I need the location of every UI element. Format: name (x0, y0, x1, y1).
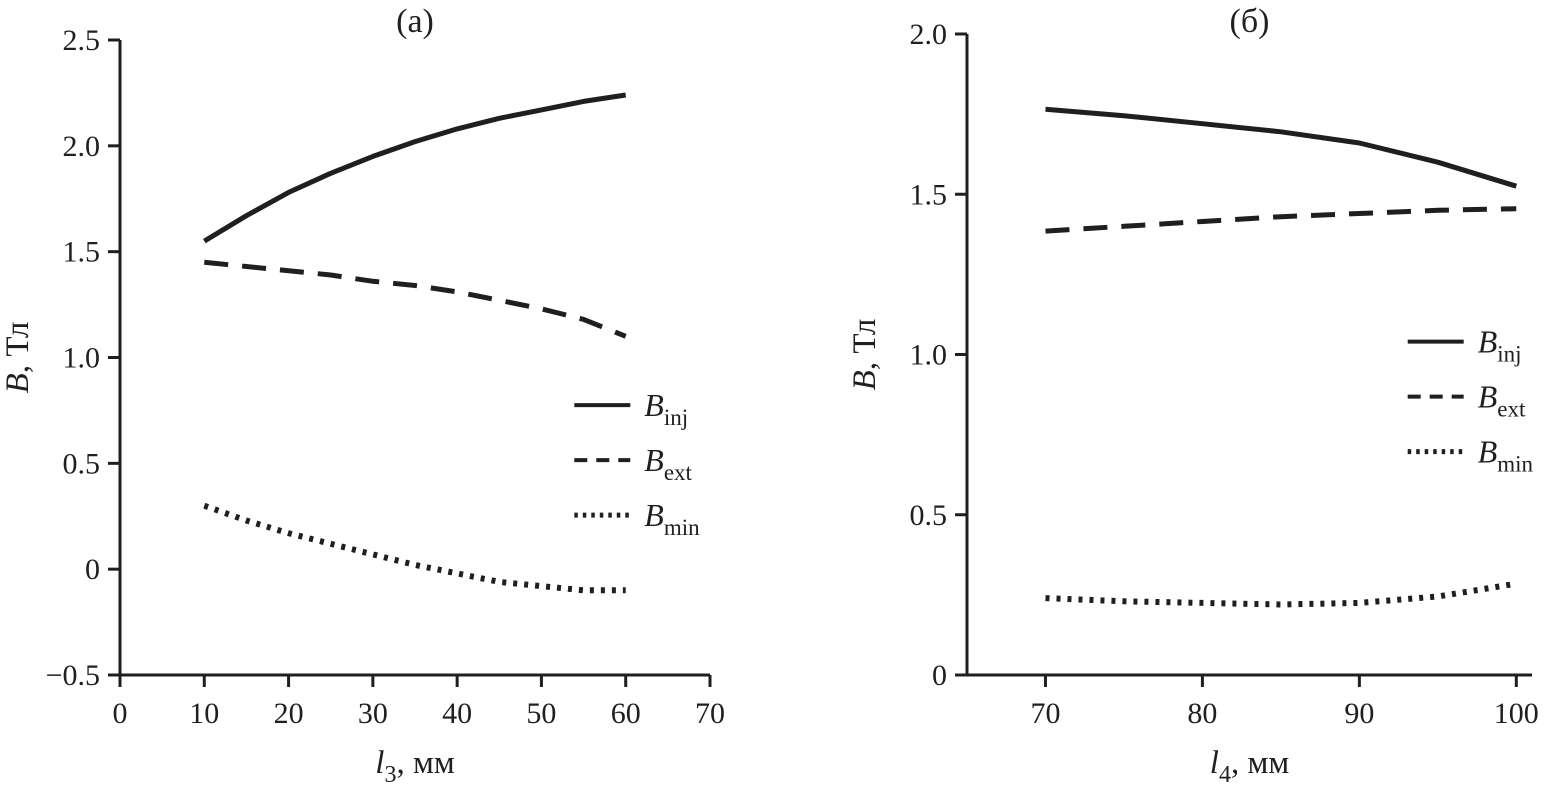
chart-svg: 0 10 20 30 40 50 60 70 −0.5 0 0.5 1.0 1.5 2.0 2.5 (а) l3… (0, 3, 725, 788)
x-axis-label: l4, мм (1210, 745, 1290, 788)
y-tick-label: 2.0 (910, 18, 948, 51)
chart-panel-a: 0 10 20 30 40 50 60 70 −0.5 0 0.5 1.0 1.5 2.0 2.5 (а) l3… (0, 0, 782, 788)
x-tick-label: 20 (274, 697, 304, 730)
y-axis-label: B, Тл (0, 322, 36, 394)
y-tick-label: 1.0 (63, 342, 101, 375)
panel-title: (а) (396, 3, 434, 40)
x-tick-label: 100 (1494, 697, 1539, 730)
legend-label-B_ext: Bext (644, 442, 692, 485)
x-tick-label: 90 (1344, 697, 1374, 730)
series-line-B_ext (1045, 206, 1517, 234)
y-tick-label: 0 (85, 553, 100, 586)
series-line-B_ext (204, 259, 627, 339)
legend-label-B_ext: Bext (1478, 379, 1526, 422)
legend-label-B_inj: Binj (1478, 324, 1522, 367)
series-line-B_min (203, 502, 626, 594)
chart-svg: 70 80 90 100 0 0.5 1.0 1.5 2.0 (б) l4, мм B, Тл Binj… (847, 3, 1539, 788)
y-tick-label: −0.5 (46, 659, 100, 692)
x-tick-label: 80 (1187, 697, 1217, 730)
y-tick-label: 0.5 (63, 447, 101, 480)
x-tick-label: 50 (526, 697, 556, 730)
y-tick-label: 2.5 (63, 24, 101, 57)
x-tick-label: 10 (189, 697, 219, 730)
y-tick-label: 1.5 (910, 178, 948, 211)
chart-panel-b: 70 80 90 100 0 0.5 1.0 1.5 2.0 (б) l4, мм B, Тл Binj… (782, 0, 1565, 788)
series-line-B_inj (1045, 106, 1518, 189)
legend: Binj Bext Bmin (1407, 324, 1534, 477)
axes-spines (118, 40, 710, 677)
panel-title: (б) (1230, 3, 1270, 40)
x-tick-label: 40 (442, 697, 472, 730)
x-tick-label: 60 (611, 697, 641, 730)
x-tick-label: 70 (1030, 697, 1060, 730)
x-tick-label: 70 (695, 697, 725, 730)
y-tick-label: 0 (932, 659, 947, 692)
y-tick-label: 2.0 (63, 130, 101, 163)
y-tick-label: 0.5 (910, 499, 948, 532)
y-tick-label: 1.5 (63, 236, 101, 269)
y-tick-label: 1.0 (910, 339, 948, 372)
legend-label-B_inj: Binj (644, 387, 688, 430)
x-axis-label: l3, мм (375, 745, 455, 788)
x-tick-label: 0 (113, 697, 128, 730)
y-axis-label: B, Тл (847, 319, 883, 391)
x-tick-label: 30 (358, 697, 388, 730)
series-line-B_inj (203, 92, 627, 244)
legend-label-B_min: Bmin (1478, 434, 1534, 477)
series-line-B_min (1045, 580, 1517, 608)
legend-label-B_min: Bmin (644, 497, 700, 540)
legend: Binj Bext Bmin (574, 387, 700, 540)
